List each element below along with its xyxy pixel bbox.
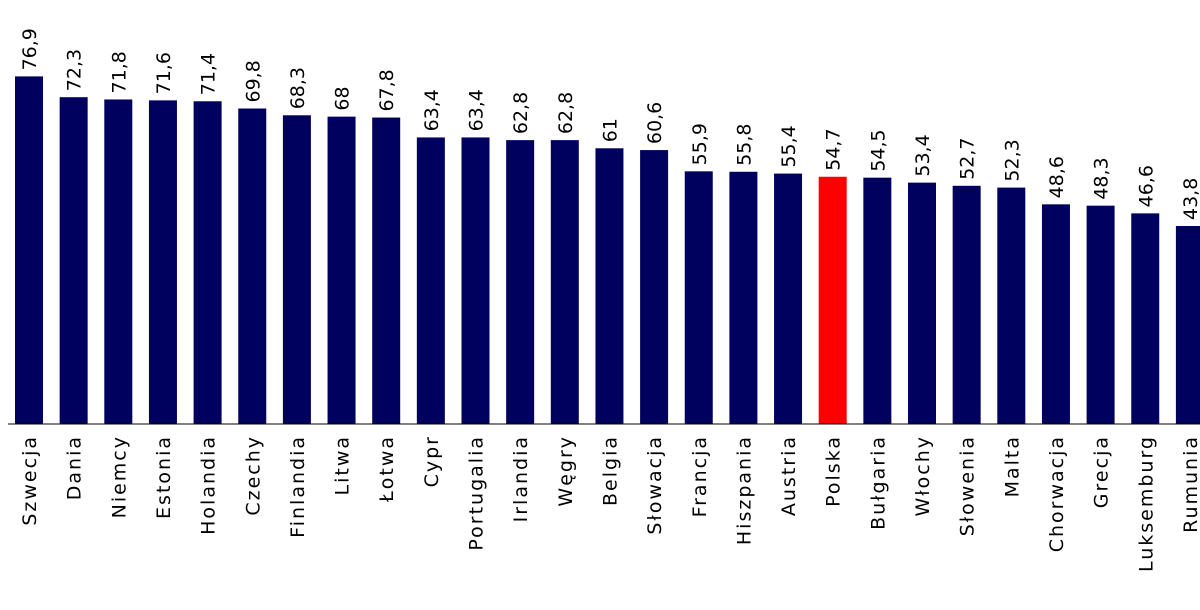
tick-label-grecja: Grecja [1091,435,1113,508]
value-label-czechy: 69,8 [242,60,264,102]
tick-label-czechy: Czechy [242,435,264,516]
tick-label-wlochy: Włochy [912,435,934,517]
tick-label-hiszpania: Hiszpania [733,435,755,545]
bar-niemcy [104,99,133,425]
bar-holandia [193,101,222,425]
value-label-wegry: 62,8 [555,92,577,134]
bar-wegry [550,140,579,424]
tick-label-cypr: Cypr [421,435,443,487]
bar-malta [997,187,1026,424]
bar-slowacja [640,150,669,424]
value-labels-group: 76,9 72,3 71,8 71,6 71,4 69,8 68,3 68 67,8 63,4 63… [19,28,1200,220]
bar-szwecja [15,76,43,424]
value-label-irlandia: 62,8 [510,92,532,134]
value-label-bulgaria: 54,5 [867,129,889,171]
value-label-estonia: 71,6 [153,52,175,94]
tick-label-szwecja: Szwecja [19,435,41,526]
tick-label-malta: Malta [1001,435,1023,497]
bar-francja [684,171,713,424]
tick-label-polska: Polska [823,435,845,507]
bar-irlandia [506,140,535,424]
bar-grecja [1086,205,1115,424]
tick-label-niemcy: Niemcy [108,435,130,518]
value-label-wlochy: 53,4 [912,134,934,176]
tick-label-rumunia: Rumunia [1180,435,1200,533]
value-label-malta: 52,3 [1001,139,1023,181]
value-label-austria: 55,4 [778,125,800,167]
tick-label-finlandia: Finlandia [287,435,309,538]
tick-label-slowacja: Słowacja [644,435,666,535]
bar-austria [774,173,803,424]
value-label-rumunia: 43,8 [1180,178,1200,220]
tick-label-bulgaria: Bułgaria [867,435,889,530]
x-tick-labels-group: Szwecja Dania Niemcy Estonia Holandia Czechy F… [19,435,1200,572]
bar-finlandia [282,115,311,424]
value-label-polska: 54,7 [823,128,845,170]
value-label-niemcy: 71,8 [108,51,130,93]
bar-litwa [327,116,356,424]
tick-label-dania: Dania [64,435,86,500]
value-label-holandia: 71,4 [198,53,220,95]
bar-belgia [595,148,624,424]
bar-czechy [238,108,267,424]
bar-wlochy [908,182,936,424]
tick-label-lotwa: Łotwa [376,435,398,503]
value-label-slowacja: 60,6 [644,102,666,144]
bar-bulgaria [863,177,892,424]
value-label-lotwa: 67,8 [376,69,398,111]
tick-label-austria: Austria [778,435,800,516]
value-label-litwa: 68 [332,86,354,110]
tick-label-luksemburg: Luksemburg [1135,435,1157,572]
tick-label-litwa: Litwa [332,435,354,496]
bar-cypr [416,137,445,424]
tick-label-belgia: Belgia [599,435,621,506]
value-label-hiszpania: 55,8 [733,123,755,165]
tick-label-irlandia: Irlandia [510,435,532,522]
bar-hiszpania [729,171,758,424]
tick-label-estonia: Estonia [153,435,175,519]
bar-polska [818,176,847,424]
tick-label-chorwacja: Chorwacja [1046,435,1068,552]
value-label-szwecja: 76,9 [19,28,41,70]
bar-estonia [148,100,177,425]
bar-lotwa [372,117,401,424]
tick-label-holandia: Holandia [198,435,220,535]
value-label-finlandia: 68,3 [287,67,309,109]
value-label-luksemburg: 46,6 [1135,165,1157,207]
bar-luksemburg [1131,213,1160,424]
bar-portugalia [461,137,490,424]
bar-slowenia [952,185,981,424]
tick-label-francja: Francja [689,435,711,517]
bar-dania [59,97,88,424]
value-label-grecja: 48,3 [1091,157,1113,199]
value-label-cypr: 63,4 [421,89,443,131]
tick-label-portugalia: Portugalia [466,435,488,551]
bars-group [15,76,1200,425]
value-label-belgia: 61 [599,118,621,142]
bar-chorwacja [1041,204,1070,424]
value-label-francja: 55,9 [689,123,711,165]
value-label-dania: 72,3 [64,49,86,91]
bar-rumunia [1175,226,1200,424]
tick-label-wegry: Węgry [555,435,577,507]
value-label-chorwacja: 48,6 [1046,156,1068,198]
value-label-portugalia: 63,4 [466,89,488,131]
tick-label-slowenia: Słowenia [957,435,979,536]
value-label-slowenia: 52,7 [957,137,979,179]
